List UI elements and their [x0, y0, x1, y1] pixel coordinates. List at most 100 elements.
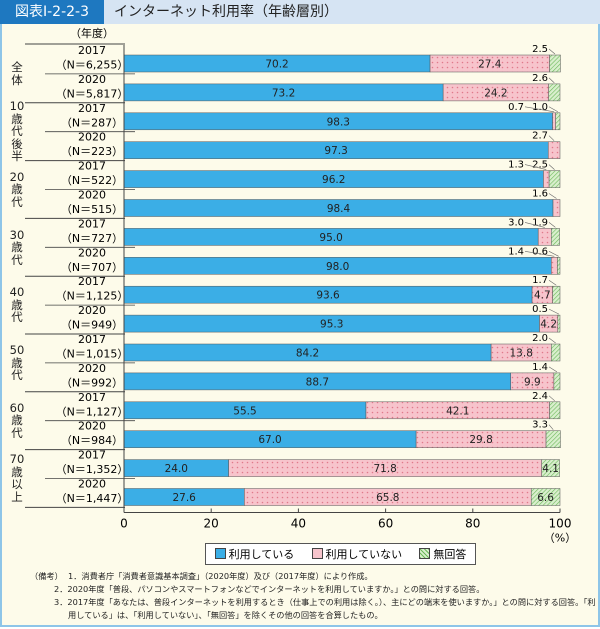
group-label-30s: 30歳代 [9, 227, 25, 267]
bar-segment-no-answer [555, 112, 561, 131]
leader-line [548, 222, 556, 228]
year-label: 2017 [78, 391, 106, 404]
note-3: 3．2017年度「あなたは、普段インターネットを利用するとき（仕事上での利用は除… [54, 597, 596, 620]
leader-line [524, 251, 555, 257]
year-label: 2020 [78, 73, 106, 86]
year-label: 2017 [78, 275, 106, 288]
data-label: 2.5 [532, 160, 548, 171]
data-label: 27.4 [478, 59, 502, 71]
leader-line [548, 48, 556, 55]
year-label: 2020 [78, 478, 106, 491]
notes: （備考） 1．消費者庁「消費者意識基本調査」（2020年度）及び（2017年度）… [30, 570, 600, 622]
bar-segment-no-answer [553, 372, 561, 391]
data-label: 2.5 [532, 44, 548, 55]
sample-size-label: （N＝949） [61, 319, 123, 332]
leader-line [524, 164, 547, 170]
data-label: 6.6 [537, 492, 554, 504]
sample-size-label: （N＝223） [61, 145, 123, 158]
data-label: 2.7 [532, 131, 548, 142]
data-label: 2.0 [532, 333, 548, 344]
data-label: 93.6 [316, 290, 340, 302]
x-tick-label: 60 [378, 517, 393, 531]
data-label: 0.7 [508, 102, 524, 113]
data-label: 65.8 [376, 492, 399, 504]
notes-head: （備考） [30, 571, 63, 581]
leader-line [548, 106, 558, 113]
sample-size-label: （N＝707） [61, 261, 123, 274]
data-label: 70.2 [265, 59, 288, 71]
figure-number: 図表Ⅰ-2-2-3 [0, 0, 104, 24]
group-label-all: 全体 [11, 60, 23, 87]
leader-line [548, 308, 560, 315]
data-label: 42.1 [446, 405, 469, 417]
group-label-20s: 20歳代 [9, 169, 25, 209]
bar-segment-not-using [543, 170, 550, 188]
leader-line [548, 251, 559, 257]
sample-size-label: （N＝727） [61, 232, 123, 245]
x-tick-label: 40 [291, 517, 306, 531]
bar-segment-no-answer [549, 401, 561, 420]
bar-segment-not-using [552, 112, 556, 131]
data-label: 24.0 [165, 463, 188, 475]
bar-segment-no-answer [548, 170, 561, 188]
data-label: 1.9 [532, 217, 548, 228]
data-label: 71.8 [373, 463, 396, 475]
data-label: 1.6 [532, 189, 548, 200]
bar-segment-no-answer [557, 257, 561, 275]
data-label: 73.2 [272, 87, 295, 99]
leader-line [548, 366, 558, 373]
data-label: 1.3 [508, 160, 524, 171]
bar-segment-no-answer [548, 83, 561, 102]
legend-item-not-using: 利用していない [311, 546, 402, 562]
bar-segment-not-using [537, 228, 552, 246]
year-axis-label: （年度） [70, 26, 114, 40]
bar-segment-no-answer [557, 314, 561, 333]
data-label: 67.0 [258, 434, 281, 446]
data-label: 2.4 [532, 391, 548, 402]
sample-size-label: （N＝992） [61, 376, 123, 389]
leader-line [548, 395, 555, 402]
sample-size-label: （N＝6,255） [56, 58, 129, 71]
year-label: 2017 [78, 102, 106, 115]
data-label: 29.8 [469, 434, 492, 446]
group-label-70plus: 70歳以上 [9, 452, 25, 504]
bar-segment-no-answer [545, 430, 561, 448]
data-label: 1.0 [532, 102, 548, 113]
bar-segment-not-using [552, 199, 561, 217]
data-label: 95.3 [320, 319, 343, 331]
year-label: 2017 [78, 449, 106, 462]
data-label: 4.2 [540, 319, 557, 331]
year-label: 2020 [78, 246, 106, 259]
legend-item-no-answer: 無回答 [419, 546, 466, 562]
data-label: 4.7 [534, 290, 551, 302]
year-label: 2017 [78, 160, 106, 173]
sample-size-label: （N＝1,015） [56, 347, 129, 360]
data-label: 84.2 [296, 348, 319, 360]
data-label: 98.0 [326, 261, 349, 273]
sample-size-label: （N＝5,817） [56, 87, 129, 100]
bar-segment-no-answer [551, 343, 561, 362]
bar-segment-not-using [551, 257, 558, 275]
data-label: 1.4 [508, 246, 524, 257]
data-label: 9.9 [524, 376, 541, 388]
group-label-late-teens: 10歳代後半 [9, 99, 25, 164]
bar-segment-no-answer [541, 459, 560, 477]
bar-segment-no-answer [530, 488, 561, 506]
sample-size-label: （N＝984） [61, 434, 123, 447]
year-label: 2020 [78, 131, 106, 144]
leader-line [548, 135, 555, 141]
leader-line [548, 279, 557, 286]
data-label: 2.6 [532, 73, 548, 84]
legend: 利用している 利用していない 無回答 [205, 543, 476, 565]
group-label-50s: 50歳代 [9, 343, 25, 383]
year-label: 2017 [78, 44, 106, 57]
data-label: 95.0 [319, 232, 342, 244]
x-tick-label: 20 [204, 517, 219, 531]
x-tick-label: 0 [120, 517, 128, 531]
bar-segment-no-answer [552, 285, 561, 304]
leader-line [548, 193, 557, 199]
sample-size-label: （N＝1,447） [56, 492, 129, 505]
year-label: 2020 [78, 420, 106, 433]
data-label: 1.4 [532, 362, 548, 373]
